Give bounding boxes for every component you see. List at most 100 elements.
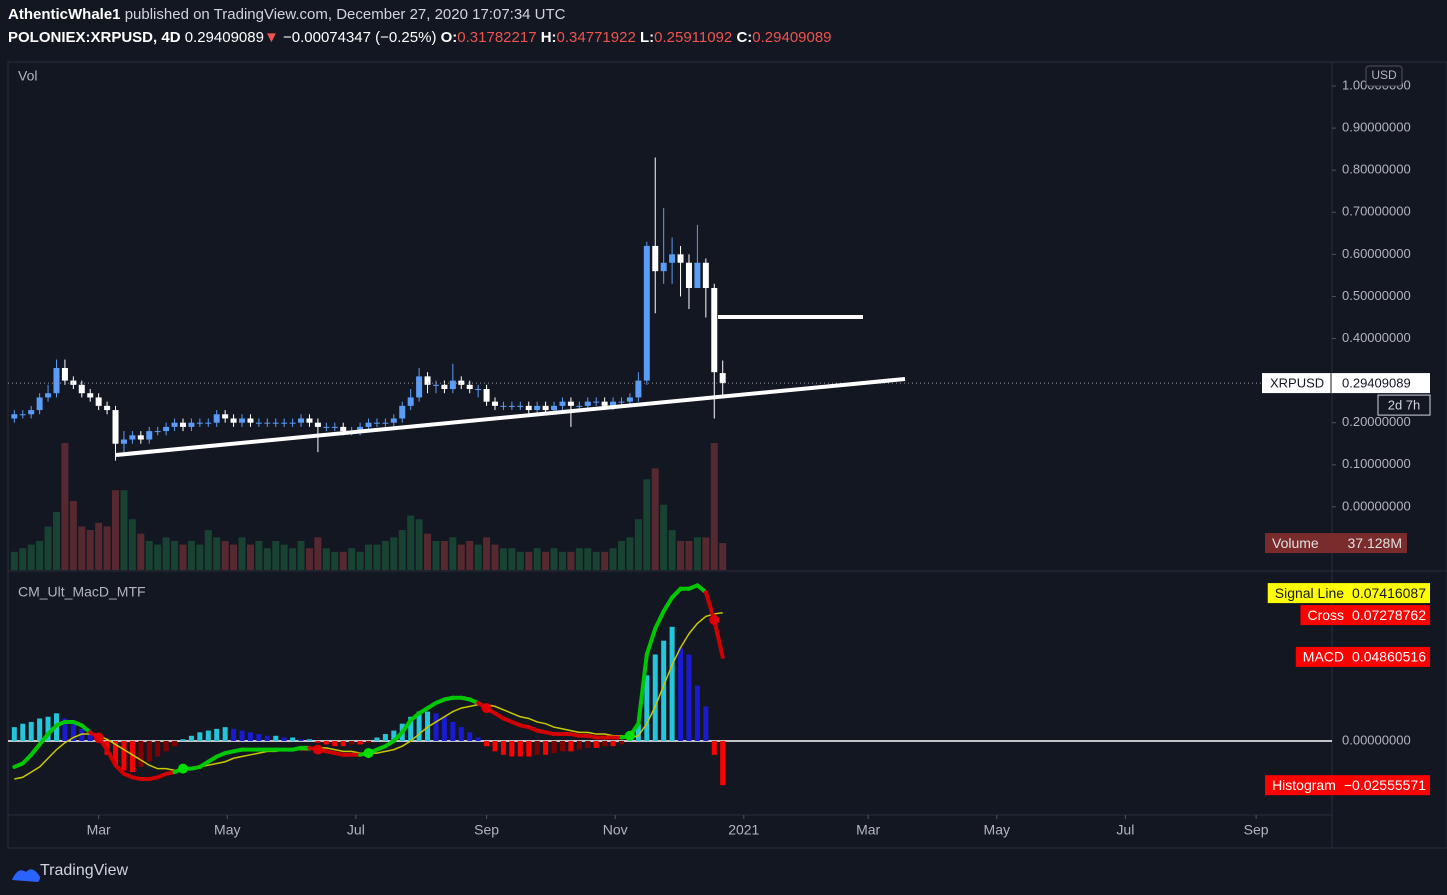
histogram-bar — [382, 734, 388, 741]
y-tick-label: 0.00000000 — [1342, 732, 1411, 747]
histogram-bar — [517, 740, 523, 757]
candle-body — [542, 405, 549, 411]
high: 0.34771922 — [556, 29, 636, 46]
macd-segment — [644, 626, 658, 657]
candle-body — [87, 393, 94, 398]
histogram-bar — [290, 737, 296, 741]
candle-body — [610, 401, 617, 406]
macd-segment — [636, 652, 649, 726]
volume-bar — [246, 544, 254, 570]
close: 0.29409089 — [752, 29, 832, 46]
candle-body — [11, 414, 18, 419]
macd-segment — [670, 586, 683, 600]
candle-body — [525, 405, 532, 411]
candle-body — [508, 405, 515, 407]
candle-body — [643, 245, 650, 381]
candle-body — [230, 418, 237, 423]
change: −0.00074347 (−0.25%) — [282, 29, 437, 46]
x-tick-label: Nov — [603, 822, 628, 838]
histogram-bar — [28, 721, 34, 741]
ohlc-label: L: — [639, 29, 655, 46]
volume-bar — [305, 548, 313, 570]
cross-dot — [312, 744, 323, 755]
candle-body — [399, 405, 406, 419]
volume-bar — [525, 551, 533, 570]
histogram-bar — [172, 740, 178, 747]
volume-bar — [483, 537, 491, 570]
x-tick-label: Mar — [87, 822, 111, 838]
candle-body — [702, 262, 709, 289]
x-tick-label: 2021 — [728, 822, 759, 838]
candle-body — [635, 380, 642, 398]
candle-body — [584, 401, 591, 406]
histogram-bar — [70, 721, 76, 741]
histogram-bar — [121, 740, 127, 771]
y-tick-label: 0.00000000 — [1342, 498, 1411, 513]
histogram-bar — [509, 740, 515, 757]
candle-body — [559, 401, 566, 406]
histogram-bar — [711, 740, 717, 755]
macd-segment — [37, 732, 51, 747]
y-tick-label: 0.40000000 — [1342, 330, 1411, 345]
volume-bar — [415, 519, 423, 570]
volume-bar — [575, 548, 583, 570]
volume-bar — [432, 540, 440, 570]
histogram-bar — [635, 723, 641, 741]
macd-segment — [29, 742, 42, 757]
symbol: POLONIEX:XRPUSD, 4D — [8, 29, 181, 46]
candle-body — [424, 376, 431, 385]
volume-readout-box — [1265, 533, 1407, 554]
volume-bar — [373, 544, 381, 570]
y-tick-label: 0.80000000 — [1342, 162, 1411, 177]
volume-bar — [601, 551, 609, 570]
volume-bar — [69, 501, 77, 570]
volume-bar — [196, 544, 204, 570]
histogram-bar — [214, 728, 220, 741]
volume-bar — [474, 544, 482, 570]
logo-icon — [12, 869, 40, 882]
histogram-bar — [357, 740, 363, 745]
volume-bar — [44, 526, 52, 570]
volume-bar — [449, 537, 457, 570]
histogram-bar — [62, 718, 68, 741]
histogram-bar — [534, 740, 540, 755]
volume-bar — [643, 479, 651, 570]
candle-body — [475, 389, 482, 391]
histogram-bar — [349, 740, 355, 745]
volume-bar — [120, 490, 128, 570]
histogram-bar — [247, 732, 253, 741]
histogram-bar — [661, 640, 667, 741]
volume-bar — [128, 519, 136, 570]
histogram-bar — [163, 740, 169, 752]
cross-dot — [363, 748, 374, 759]
cross-dot — [709, 614, 720, 625]
candle-body — [660, 262, 667, 272]
histogram-bar — [526, 740, 532, 757]
histogram-bar — [593, 740, 599, 748]
cross-dot — [481, 703, 492, 714]
histogram-bar — [475, 737, 481, 741]
volume-bar — [86, 530, 94, 570]
candle-body — [711, 288, 718, 373]
cross-dot — [177, 763, 188, 774]
volume-bar — [660, 504, 668, 570]
candle-body — [618, 401, 625, 403]
readout-name: Cross — [1307, 607, 1344, 623]
volume-bar — [297, 540, 305, 570]
readout-box — [1265, 775, 1430, 796]
volume-bar — [685, 540, 693, 570]
volume-bar — [10, 551, 18, 570]
candle-body — [466, 384, 473, 390]
volume-bar — [27, 544, 35, 570]
candle-body — [365, 422, 372, 427]
volume-bar — [651, 468, 659, 570]
readout-value: 0.07416087 — [1352, 585, 1426, 601]
candle-body — [373, 422, 380, 424]
candle-body — [289, 422, 296, 424]
histogram-bar — [610, 740, 616, 747]
volume-bar — [440, 540, 448, 570]
candle-body — [458, 380, 465, 385]
candle-body — [188, 422, 195, 427]
candle-body — [567, 401, 574, 406]
volume-bar — [609, 548, 617, 570]
